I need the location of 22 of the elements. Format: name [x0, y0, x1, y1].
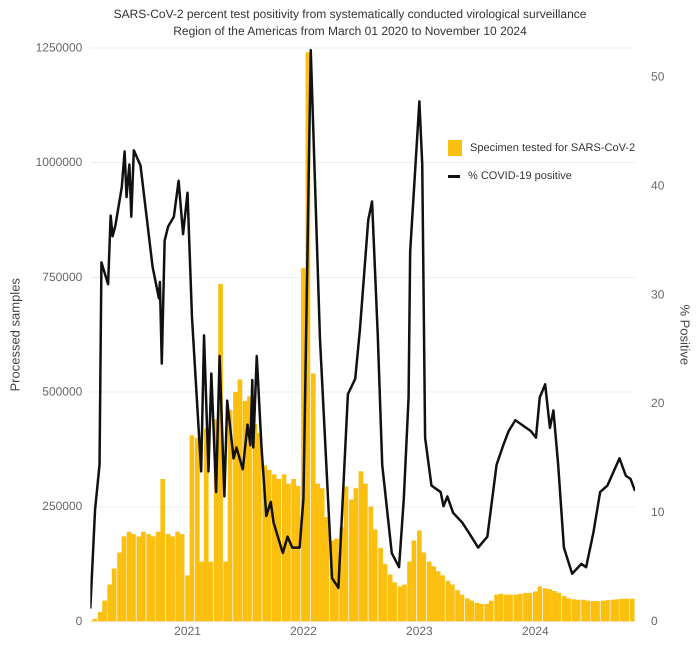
y-tick-label: 500000 [42, 384, 83, 398]
y-tick-label: 750000 [42, 270, 83, 284]
y2-tick-label: 40 [651, 178, 665, 193]
y2-tick-label: 10 [651, 505, 665, 520]
chart-subtitle: Region of the Americas from March 01 2020 to November 10 2024 [172, 23, 528, 40]
chart-title: SARS-CoV-2 percent test positivity from systematically conducted virological surveillance [112, 6, 588, 23]
y2-tick-label: 30 [651, 287, 665, 302]
x-tick-label: 2023 [406, 624, 434, 638]
y2-tick-label: 0 [651, 614, 658, 628]
y2-tick-label: 20 [651, 396, 665, 410]
y2-tick-label: 50 [651, 70, 665, 84]
x-tick-label: 2022 [290, 624, 318, 638]
y-tick-label: 1250000 [36, 40, 83, 54]
legend-label: % COVID-19 positive [468, 170, 572, 182]
y-axis-title: Processed samples [7, 278, 22, 392]
y-tick-label: 250000 [42, 499, 83, 514]
x-tick-label: 2021 [174, 624, 202, 638]
y2-axis-title: % Positive [678, 304, 693, 366]
y-tick-label: 1000000 [36, 155, 83, 170]
x-tick-label: 2024 [522, 624, 549, 638]
legend-label: Specimen tested for SARS-CoV-2 [470, 142, 636, 154]
y-tick-label: 0 [76, 614, 83, 628]
